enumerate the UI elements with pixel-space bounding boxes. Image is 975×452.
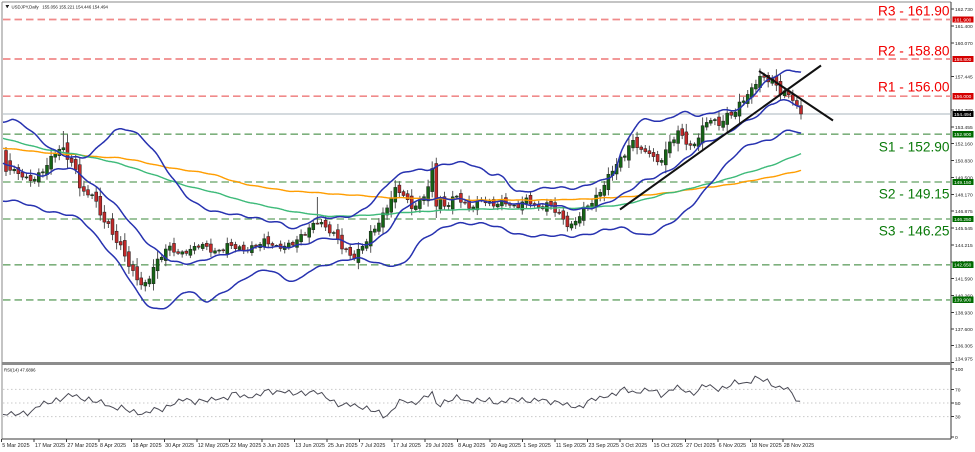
- svg-text:30 Apr 2025: 30 Apr 2025: [165, 443, 194, 449]
- svg-text:149.150: 149.150: [954, 180, 972, 186]
- svg-text:156.000: 156.000: [954, 94, 972, 100]
- svg-text:140.260: 140.260: [955, 293, 973, 299]
- svg-text:8 Aug 2025: 8 Aug 2025: [458, 443, 485, 449]
- svg-text:162.730: 162.730: [955, 7, 973, 13]
- svg-text:12 May 2025: 12 May 2025: [198, 443, 229, 449]
- svg-text:138.930: 138.930: [955, 310, 973, 316]
- svg-text:USDJPY,Daily 155.056 155.221: USDJPY,Daily 155.056 155.221 154.446 154…: [12, 5, 109, 10]
- svg-text:R1 - 156.00: R1 - 156.00: [878, 79, 950, 94]
- svg-text:149.500: 149.500: [955, 176, 973, 182]
- svg-text:148.170: 148.170: [955, 193, 973, 199]
- svg-text:RSI(14) 47.6896: RSI(14) 47.6896: [4, 367, 36, 372]
- svg-text:27 Oct 2025: 27 Oct 2025: [686, 443, 715, 449]
- svg-text:144.215: 144.215: [955, 243, 973, 249]
- svg-text:161.400: 161.400: [955, 24, 973, 30]
- svg-text:5 Mar 2025: 5 Mar 2025: [2, 443, 29, 449]
- svg-text:22 May 2025: 22 May 2025: [230, 443, 261, 449]
- svg-text:153.455: 153.455: [955, 125, 973, 131]
- svg-text:137.600: 137.600: [955, 327, 973, 333]
- svg-text:161.900: 161.900: [954, 17, 972, 23]
- svg-text:146.875: 146.875: [955, 209, 973, 215]
- svg-text:136.305: 136.305: [955, 344, 973, 350]
- svg-text:157.445: 157.445: [955, 74, 973, 80]
- svg-text:R2 - 158.80: R2 - 158.80: [878, 43, 950, 58]
- svg-text:23 Sep 2025: 23 Sep 2025: [588, 443, 619, 449]
- svg-text:S2 - 149.15: S2 - 149.15: [879, 186, 950, 201]
- svg-text:141.590: 141.590: [955, 276, 973, 282]
- svg-text:18 Nov 2025: 18 Nov 2025: [751, 443, 782, 449]
- svg-text:145.545: 145.545: [955, 226, 973, 232]
- svg-text:30: 30: [955, 415, 961, 421]
- svg-text:S1 - 152.90: S1 - 152.90: [879, 139, 950, 154]
- svg-text:18 Apr 2025: 18 Apr 2025: [133, 443, 162, 449]
- svg-text:29 Jul 2025: 29 Jul 2025: [426, 443, 454, 449]
- svg-text:11 Sep 2025: 11 Sep 2025: [556, 443, 586, 449]
- svg-text:154.494: 154.494: [954, 112, 972, 118]
- svg-text:70: 70: [955, 387, 961, 393]
- svg-text:1 Sep 2025: 1 Sep 2025: [523, 443, 551, 449]
- svg-text:8 Apr 2025: 8 Apr 2025: [100, 443, 126, 449]
- svg-text:3 Oct 2025: 3 Oct 2025: [621, 443, 647, 449]
- svg-text:0: 0: [955, 435, 958, 441]
- svg-text:S3 - 146.25: S3 - 146.25: [879, 223, 950, 238]
- svg-text:50: 50: [955, 401, 961, 407]
- svg-text:6 Nov 2025: 6 Nov 2025: [719, 443, 747, 449]
- svg-text:17 Mar 2025: 17 Mar 2025: [35, 443, 65, 449]
- svg-text:100: 100: [955, 367, 963, 373]
- svg-text:150.830: 150.830: [955, 159, 973, 165]
- svg-text:152.160: 152.160: [955, 142, 973, 148]
- svg-text:25 Jun 2025: 25 Jun 2025: [328, 443, 358, 449]
- svg-text:R3 - 161.90: R3 - 161.90: [878, 3, 950, 18]
- svg-text:134.975: 134.975: [955, 357, 973, 363]
- svg-text:142.650: 142.650: [954, 263, 972, 269]
- svg-text:15 Oct 2025: 15 Oct 2025: [654, 443, 683, 449]
- svg-text:139.900: 139.900: [954, 298, 972, 304]
- svg-text:27 Mar 2025: 27 Mar 2025: [67, 443, 97, 449]
- svg-text:7 Jul 2025: 7 Jul 2025: [361, 443, 386, 449]
- svg-text:146.250: 146.250: [954, 217, 972, 223]
- svg-text:28 Nov 2025: 28 Nov 2025: [784, 443, 815, 449]
- svg-text:17 Jul 2025: 17 Jul 2025: [393, 443, 421, 449]
- svg-text:152.900: 152.900: [954, 132, 972, 138]
- svg-text:3 Jun 2025: 3 Jun 2025: [263, 443, 290, 449]
- svg-text:160.070: 160.070: [955, 41, 973, 47]
- svg-text:13 Jun 2025: 13 Jun 2025: [295, 443, 325, 449]
- svg-text:158.800: 158.800: [954, 57, 972, 63]
- svg-text:20 Aug 2025: 20 Aug 2025: [491, 443, 521, 449]
